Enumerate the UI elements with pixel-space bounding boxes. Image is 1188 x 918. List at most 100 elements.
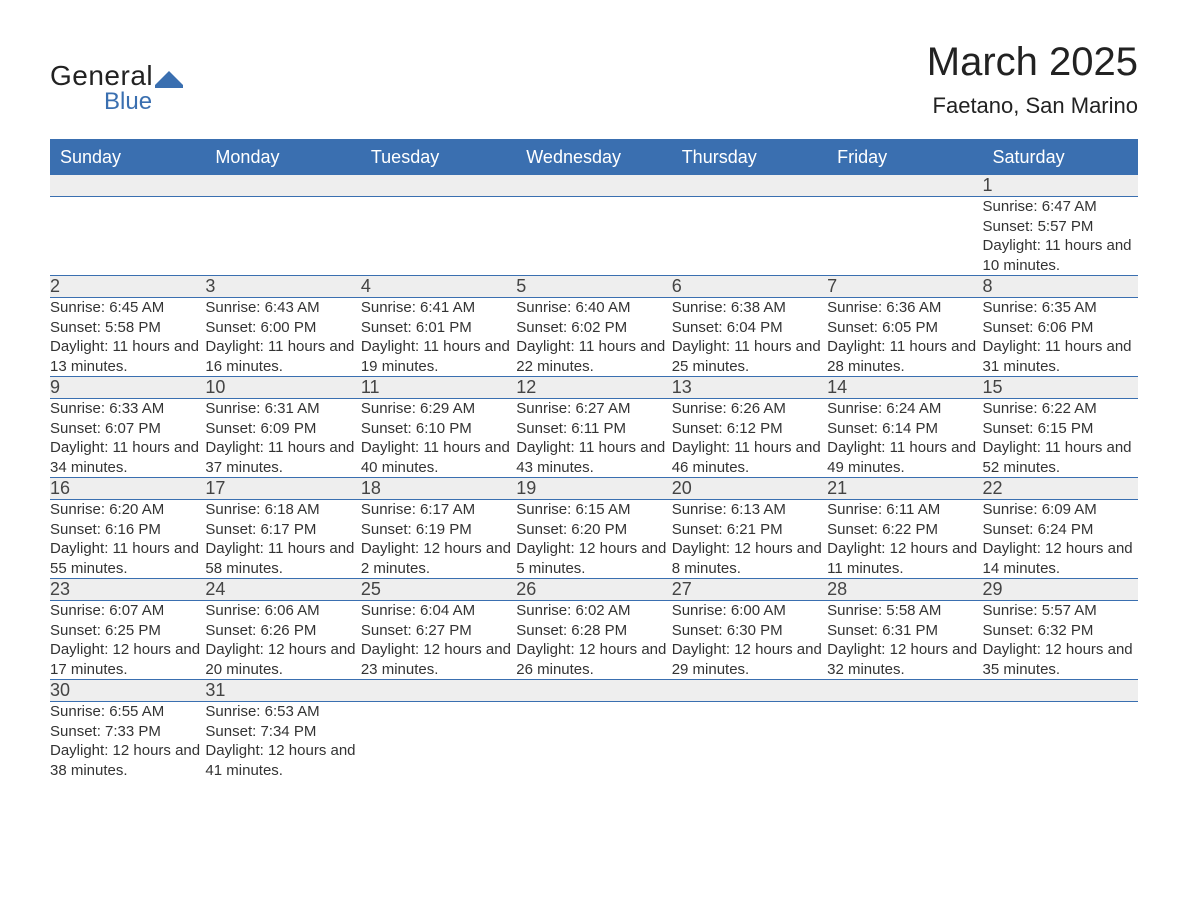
sunrise-text: Sunrise: 6:35 AM xyxy=(983,298,1138,318)
day-number: 19 xyxy=(516,478,671,500)
day-cell: Sunrise: 6:06 AMSunset: 6:26 PMDaylight:… xyxy=(205,601,360,680)
day-number: 27 xyxy=(672,579,827,601)
day-cell: Sunrise: 6:41 AMSunset: 6:01 PMDaylight:… xyxy=(361,298,516,377)
sunrise-text: Sunrise: 6:20 AM xyxy=(50,500,205,520)
day-cell: Sunrise: 5:58 AMSunset: 6:31 PMDaylight:… xyxy=(827,601,982,680)
day-number: 21 xyxy=(827,478,982,500)
sunrise-text: Sunrise: 6:53 AM xyxy=(205,702,360,722)
weekday-header-row: Sunday Monday Tuesday Wednesday Thursday… xyxy=(50,140,1138,175)
sunset-text: Sunset: 6:28 PM xyxy=(516,621,671,641)
day-cell xyxy=(827,197,982,276)
daylight-text: Daylight: 11 hours and 19 minutes. xyxy=(361,337,516,376)
daylight-text: Daylight: 11 hours and 40 minutes. xyxy=(361,438,516,477)
day-cell: Sunrise: 6:40 AMSunset: 6:02 PMDaylight:… xyxy=(516,298,671,377)
sunset-text: Sunset: 6:11 PM xyxy=(516,419,671,439)
sunset-text: Sunset: 6:30 PM xyxy=(672,621,827,641)
daylight-text: Daylight: 12 hours and 35 minutes. xyxy=(983,640,1138,679)
sunset-text: Sunset: 6:12 PM xyxy=(672,419,827,439)
calendar-body: 1 Sunrise: 6:47 AMSunset: 5:57 PMDayligh… xyxy=(50,175,1138,781)
daylight-text: Daylight: 11 hours and 13 minutes. xyxy=(50,337,205,376)
day-number xyxy=(516,680,671,702)
day-cell: Sunrise: 6:00 AMSunset: 6:30 PMDaylight:… xyxy=(672,601,827,680)
logo-flag-icon xyxy=(155,67,189,94)
daylight-text: Daylight: 11 hours and 31 minutes. xyxy=(983,337,1138,376)
sunrise-text: Sunrise: 6:36 AM xyxy=(827,298,982,318)
day-number xyxy=(50,175,205,197)
day-number: 18 xyxy=(361,478,516,500)
day-number: 12 xyxy=(516,377,671,399)
sunset-text: Sunset: 6:26 PM xyxy=(205,621,360,641)
day-number: 14 xyxy=(827,377,982,399)
daylight-text: Daylight: 12 hours and 32 minutes. xyxy=(827,640,982,679)
day-cell: Sunrise: 6:13 AMSunset: 6:21 PMDaylight:… xyxy=(672,500,827,579)
sunrise-text: Sunrise: 6:09 AM xyxy=(983,500,1138,520)
sunset-text: Sunset: 6:22 PM xyxy=(827,520,982,540)
daylight-text: Daylight: 12 hours and 17 minutes. xyxy=(50,640,205,679)
month-title: March 2025 xyxy=(927,40,1138,85)
daylight-text: Daylight: 12 hours and 26 minutes. xyxy=(516,640,671,679)
day-cell: Sunrise: 6:18 AMSunset: 6:17 PMDaylight:… xyxy=(205,500,360,579)
day-number: 25 xyxy=(361,579,516,601)
day-cell: Sunrise: 6:31 AMSunset: 6:09 PMDaylight:… xyxy=(205,399,360,478)
day-cell: Sunrise: 6:17 AMSunset: 6:19 PMDaylight:… xyxy=(361,500,516,579)
day-cell xyxy=(205,197,360,276)
sunset-text: Sunset: 6:00 PM xyxy=(205,318,360,338)
day-cell: Sunrise: 6:33 AMSunset: 6:07 PMDaylight:… xyxy=(50,399,205,478)
sunset-text: Sunset: 5:58 PM xyxy=(50,318,205,338)
daylight-text: Daylight: 12 hours and 5 minutes. xyxy=(516,539,671,578)
day-cell: Sunrise: 6:38 AMSunset: 6:04 PMDaylight:… xyxy=(672,298,827,377)
day-cell: Sunrise: 6:09 AMSunset: 6:24 PMDaylight:… xyxy=(983,500,1138,579)
sunset-text: Sunset: 5:57 PM xyxy=(983,217,1138,237)
sunset-text: Sunset: 6:15 PM xyxy=(983,419,1138,439)
daylight-text: Daylight: 11 hours and 43 minutes. xyxy=(516,438,671,477)
day-cell xyxy=(672,702,827,781)
week-3-body-row: Sunrise: 6:20 AMSunset: 6:16 PMDaylight:… xyxy=(50,500,1138,579)
sunrise-text: Sunrise: 6:18 AM xyxy=(205,500,360,520)
day-number xyxy=(672,175,827,197)
sunset-text: Sunset: 6:20 PM xyxy=(516,520,671,540)
day-number xyxy=(983,680,1138,702)
sunset-text: Sunset: 6:10 PM xyxy=(361,419,516,439)
daylight-text: Daylight: 11 hours and 22 minutes. xyxy=(516,337,671,376)
sunrise-text: Sunrise: 6:27 AM xyxy=(516,399,671,419)
sunrise-text: Sunrise: 6:06 AM xyxy=(205,601,360,621)
sunrise-text: Sunrise: 6:55 AM xyxy=(50,702,205,722)
sunrise-text: Sunrise: 5:58 AM xyxy=(827,601,982,621)
day-cell: Sunrise: 6:45 AMSunset: 5:58 PMDaylight:… xyxy=(50,298,205,377)
day-cell: Sunrise: 6:53 AMSunset: 7:34 PMDaylight:… xyxy=(205,702,360,781)
sunrise-text: Sunrise: 6:26 AM xyxy=(672,399,827,419)
sunrise-text: Sunrise: 6:00 AM xyxy=(672,601,827,621)
daylight-text: Daylight: 11 hours and 28 minutes. xyxy=(827,337,982,376)
day-number xyxy=(361,680,516,702)
day-cell: Sunrise: 6:22 AMSunset: 6:15 PMDaylight:… xyxy=(983,399,1138,478)
daylight-text: Daylight: 11 hours and 16 minutes. xyxy=(205,337,360,376)
daylight-text: Daylight: 11 hours and 25 minutes. xyxy=(672,337,827,376)
daylight-text: Daylight: 12 hours and 11 minutes. xyxy=(827,539,982,578)
day-cell: Sunrise: 6:43 AMSunset: 6:00 PMDaylight:… xyxy=(205,298,360,377)
sunset-text: Sunset: 6:32 PM xyxy=(983,621,1138,641)
day-number: 26 xyxy=(516,579,671,601)
day-cell xyxy=(361,702,516,781)
sunset-text: Sunset: 7:33 PM xyxy=(50,722,205,742)
sunrise-text: Sunrise: 6:07 AM xyxy=(50,601,205,621)
sunrise-text: Sunrise: 6:29 AM xyxy=(361,399,516,419)
day-number xyxy=(361,175,516,197)
day-cell: Sunrise: 6:02 AMSunset: 6:28 PMDaylight:… xyxy=(516,601,671,680)
logo-text-general: General xyxy=(50,60,153,91)
sunrise-text: Sunrise: 6:43 AM xyxy=(205,298,360,318)
daylight-text: Daylight: 11 hours and 49 minutes. xyxy=(827,438,982,477)
day-cell: Sunrise: 6:47 AMSunset: 5:57 PMDaylight:… xyxy=(983,197,1138,276)
sunset-text: Sunset: 6:01 PM xyxy=(361,318,516,338)
title-block: March 2025 Faetano, San Marino xyxy=(927,40,1138,119)
daylight-text: Daylight: 11 hours and 58 minutes. xyxy=(205,539,360,578)
day-number: 8 xyxy=(983,276,1138,298)
sunrise-text: Sunrise: 5:57 AM xyxy=(983,601,1138,621)
day-number: 4 xyxy=(361,276,516,298)
day-cell: Sunrise: 6:15 AMSunset: 6:20 PMDaylight:… xyxy=(516,500,671,579)
sunrise-text: Sunrise: 6:31 AM xyxy=(205,399,360,419)
sunrise-text: Sunrise: 6:02 AM xyxy=(516,601,671,621)
day-cell: Sunrise: 6:11 AMSunset: 6:22 PMDaylight:… xyxy=(827,500,982,579)
day-number: 7 xyxy=(827,276,982,298)
day-cell xyxy=(827,702,982,781)
week-2-body-row: Sunrise: 6:33 AMSunset: 6:07 PMDaylight:… xyxy=(50,399,1138,478)
